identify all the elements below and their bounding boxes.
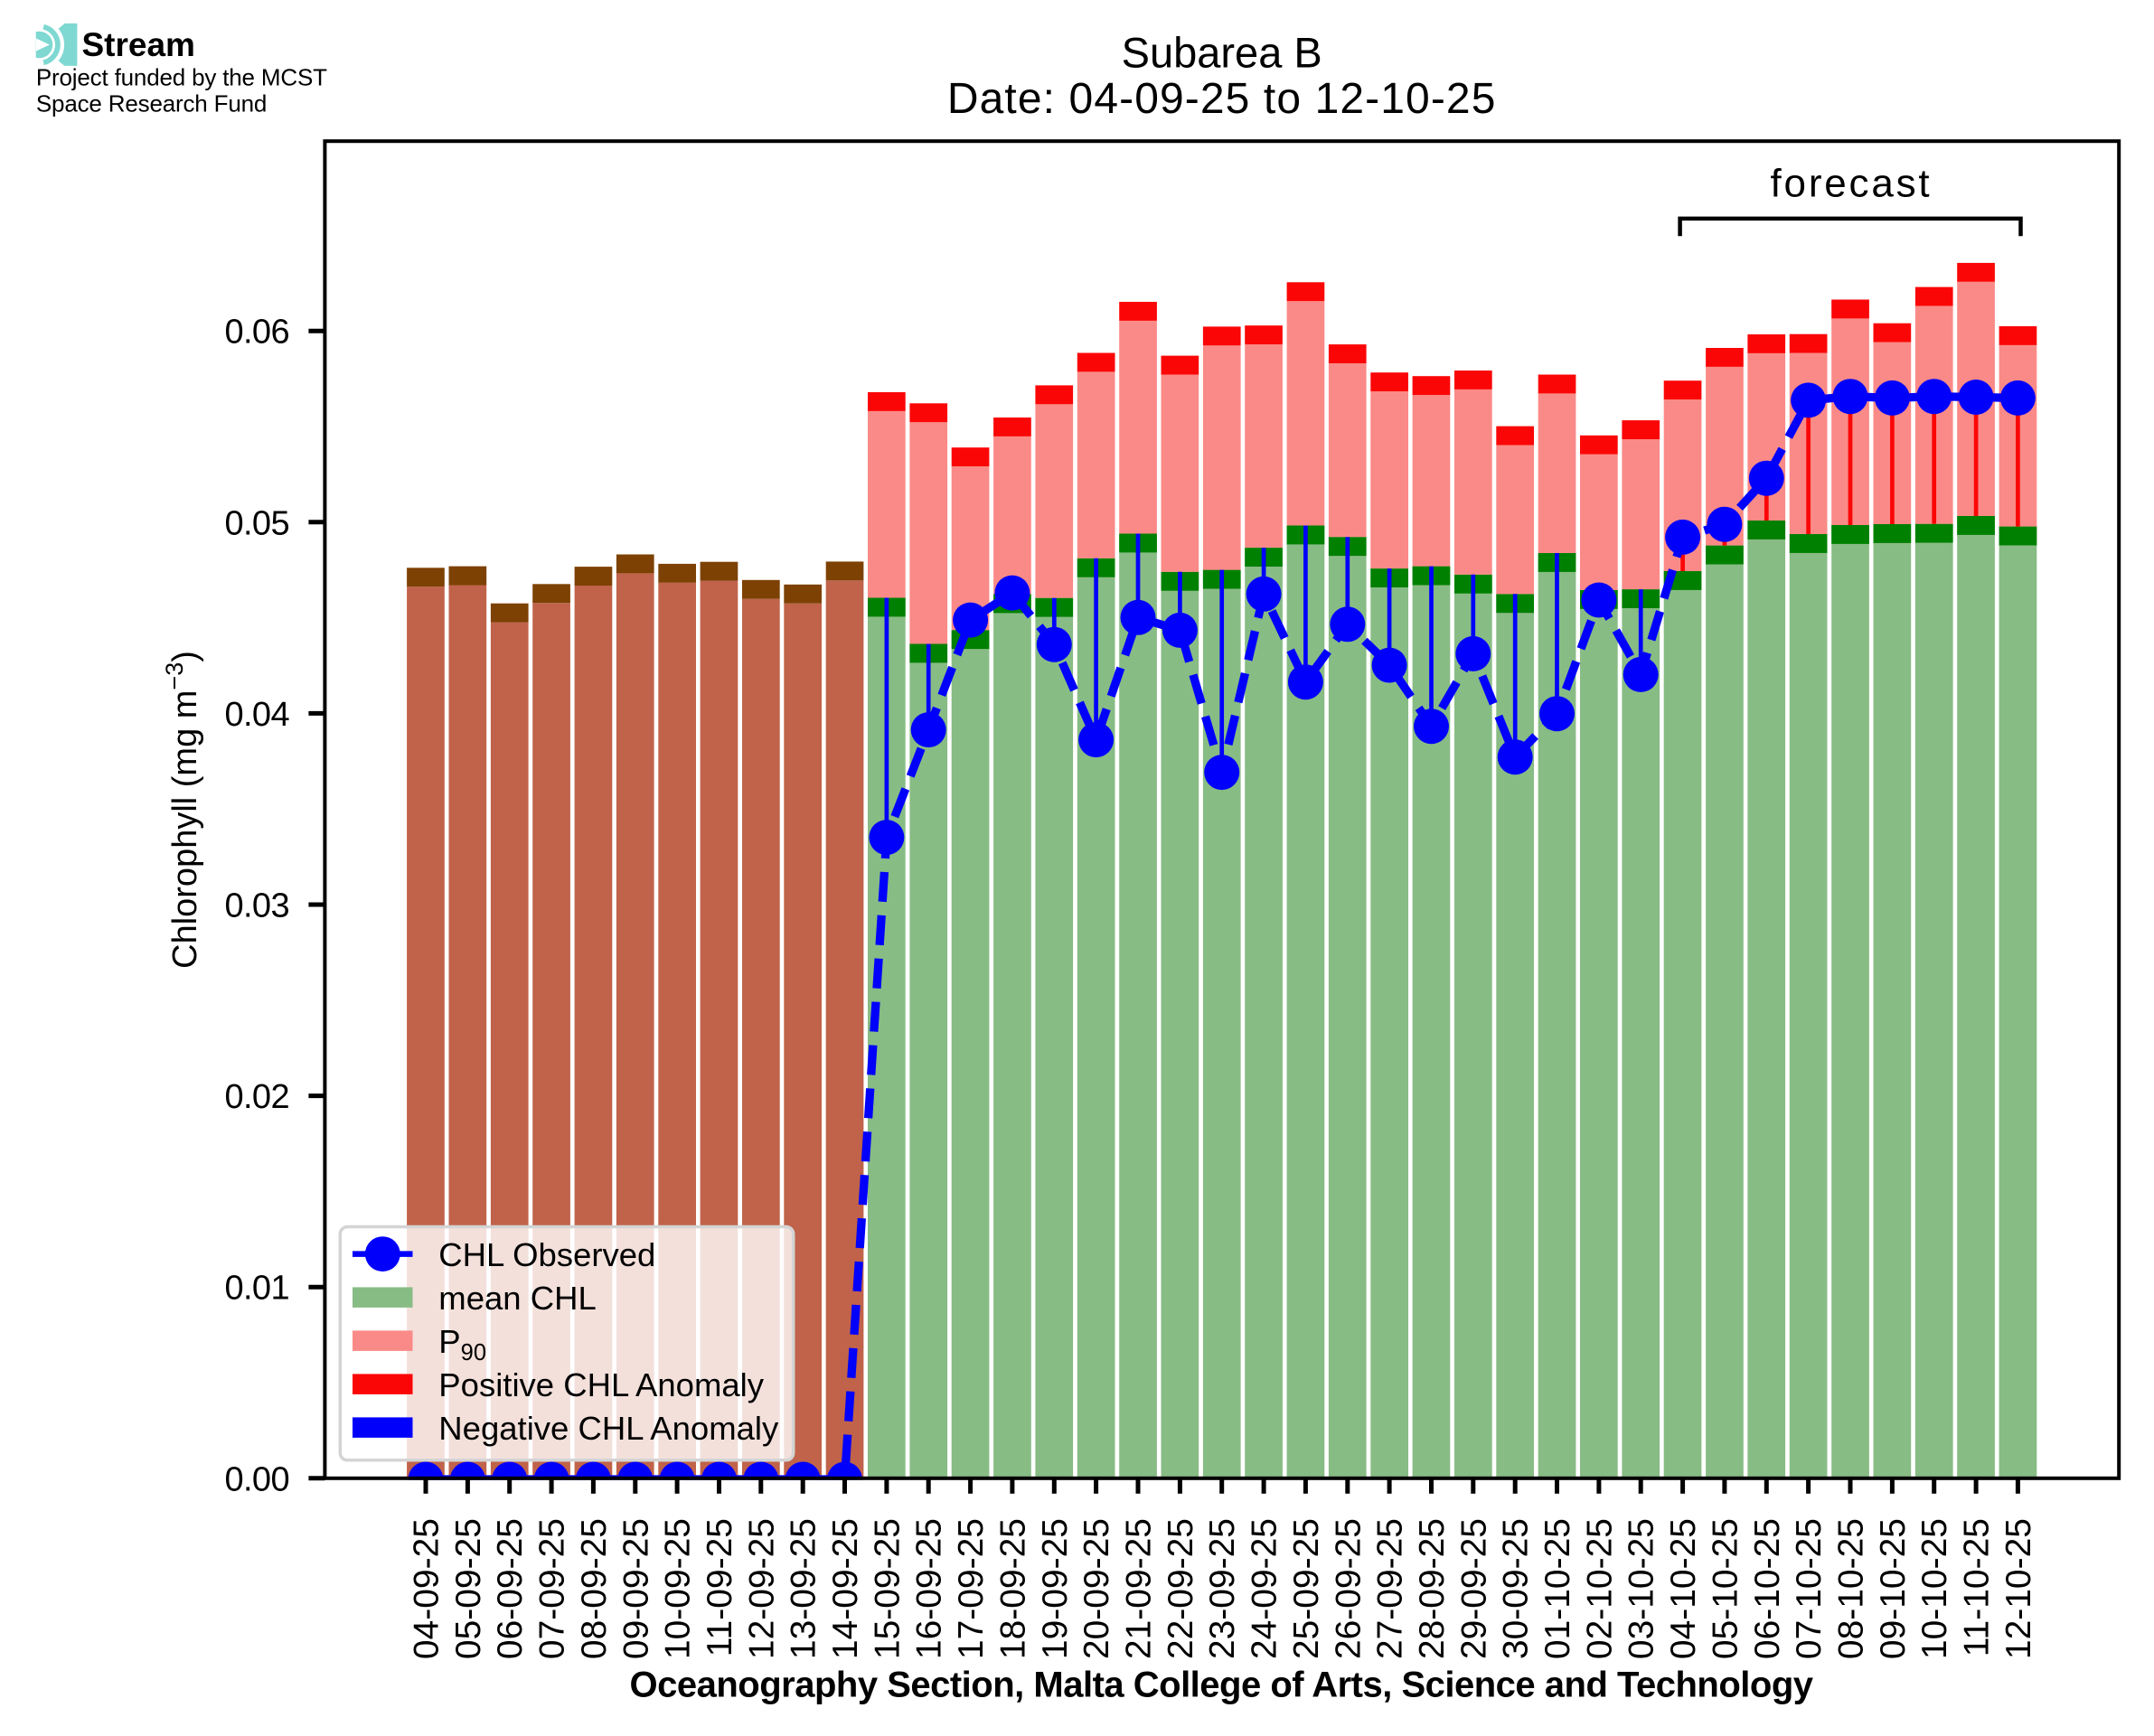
- svg-text:25-09-25: 25-09-25: [1287, 1518, 1326, 1659]
- svg-text:08-09-25: 08-09-25: [575, 1518, 614, 1659]
- svg-text:05-10-25: 05-10-25: [1706, 1518, 1745, 1659]
- svg-text:06-09-25: 06-09-25: [491, 1518, 530, 1659]
- svg-text:19-09-25: 19-09-25: [1036, 1518, 1075, 1659]
- svg-text:Subarea B: Subarea B: [1122, 28, 1322, 76]
- svg-text:Oceanography Section, Malta Co: Oceanography Section, Malta College of A…: [630, 1666, 1814, 1705]
- svg-text:15-09-25: 15-09-25: [868, 1518, 907, 1659]
- svg-text:Space Research Fund: Space Research Fund: [36, 90, 267, 117]
- svg-text:13-09-25: 13-09-25: [785, 1518, 823, 1659]
- svg-text:12-09-25: 12-09-25: [742, 1518, 781, 1659]
- svg-text:03-10-25: 03-10-25: [1623, 1518, 1661, 1659]
- svg-text:forecast: forecast: [1771, 161, 1933, 205]
- svg-text:09-09-25: 09-09-25: [616, 1518, 655, 1659]
- svg-text:24-09-25: 24-09-25: [1246, 1518, 1284, 1659]
- svg-text:01-10-25: 01-10-25: [1538, 1518, 1577, 1659]
- svg-text:0.01: 0.01: [224, 1270, 289, 1308]
- svg-text:Negative CHL Anomaly: Negative CHL Anomaly: [438, 1410, 779, 1447]
- svg-text:Chlorophyll (mg m−3): Chlorophyll (mg m−3): [161, 651, 204, 969]
- svg-text:11-10-25: 11-10-25: [1958, 1518, 1997, 1656]
- svg-text:07-09-25: 07-09-25: [533, 1518, 572, 1659]
- svg-text:0.02: 0.02: [224, 1078, 289, 1116]
- svg-text:Project funded by the MCST: Project funded by the MCST: [36, 64, 327, 91]
- svg-text:02-10-25: 02-10-25: [1580, 1518, 1619, 1659]
- svg-text:10-09-25: 10-09-25: [659, 1518, 698, 1659]
- svg-text:05-09-25: 05-09-25: [449, 1518, 488, 1659]
- svg-text:12-10-25: 12-10-25: [1999, 1518, 2038, 1659]
- svg-text:17-09-25: 17-09-25: [952, 1518, 991, 1659]
- svg-text:0.06: 0.06: [224, 314, 289, 352]
- svg-text:04-10-25: 04-10-25: [1664, 1518, 1703, 1659]
- svg-text:23-09-25: 23-09-25: [1203, 1518, 1242, 1659]
- svg-text:07-10-25: 07-10-25: [1790, 1518, 1829, 1659]
- svg-text:16-09-25: 16-09-25: [910, 1518, 949, 1659]
- svg-text:11-09-25: 11-09-25: [701, 1518, 739, 1656]
- svg-text:0.00: 0.00: [224, 1460, 289, 1498]
- svg-text:CHL Observed: CHL Observed: [438, 1236, 655, 1273]
- svg-text:Positive CHL Anomaly: Positive CHL Anomaly: [438, 1366, 764, 1403]
- svg-text:18-09-25: 18-09-25: [993, 1518, 1032, 1659]
- svg-text:0.05: 0.05: [224, 504, 289, 542]
- svg-text:10-10-25: 10-10-25: [1915, 1518, 1954, 1659]
- svg-text:28-09-25: 28-09-25: [1413, 1518, 1452, 1659]
- svg-text:0.04: 0.04: [224, 696, 289, 734]
- svg-text:29-09-25: 29-09-25: [1454, 1518, 1493, 1659]
- svg-text:26-09-25: 26-09-25: [1329, 1518, 1368, 1659]
- svg-text:mean CHL: mean CHL: [438, 1280, 596, 1317]
- svg-text:27-09-25: 27-09-25: [1371, 1518, 1410, 1659]
- svg-text:04-09-25: 04-09-25: [408, 1518, 447, 1659]
- svg-text:06-10-25: 06-10-25: [1748, 1518, 1787, 1659]
- svg-text:30-09-25: 30-09-25: [1497, 1518, 1536, 1659]
- svg-text:Stream: Stream: [82, 26, 195, 63]
- svg-text:21-09-25: 21-09-25: [1120, 1518, 1159, 1659]
- svg-text:Date: 04-09-25 to 12-10-25: Date: 04-09-25 to 12-10-25: [947, 75, 1497, 123]
- svg-text:14-09-25: 14-09-25: [826, 1518, 865, 1659]
- svg-text:0.03: 0.03: [224, 887, 289, 925]
- svg-text:20-09-25: 20-09-25: [1077, 1518, 1116, 1659]
- svg-text:09-10-25: 09-10-25: [1874, 1518, 1913, 1659]
- svg-text:22-09-25: 22-09-25: [1162, 1518, 1200, 1659]
- svg-text:08-10-25: 08-10-25: [1832, 1518, 1871, 1659]
